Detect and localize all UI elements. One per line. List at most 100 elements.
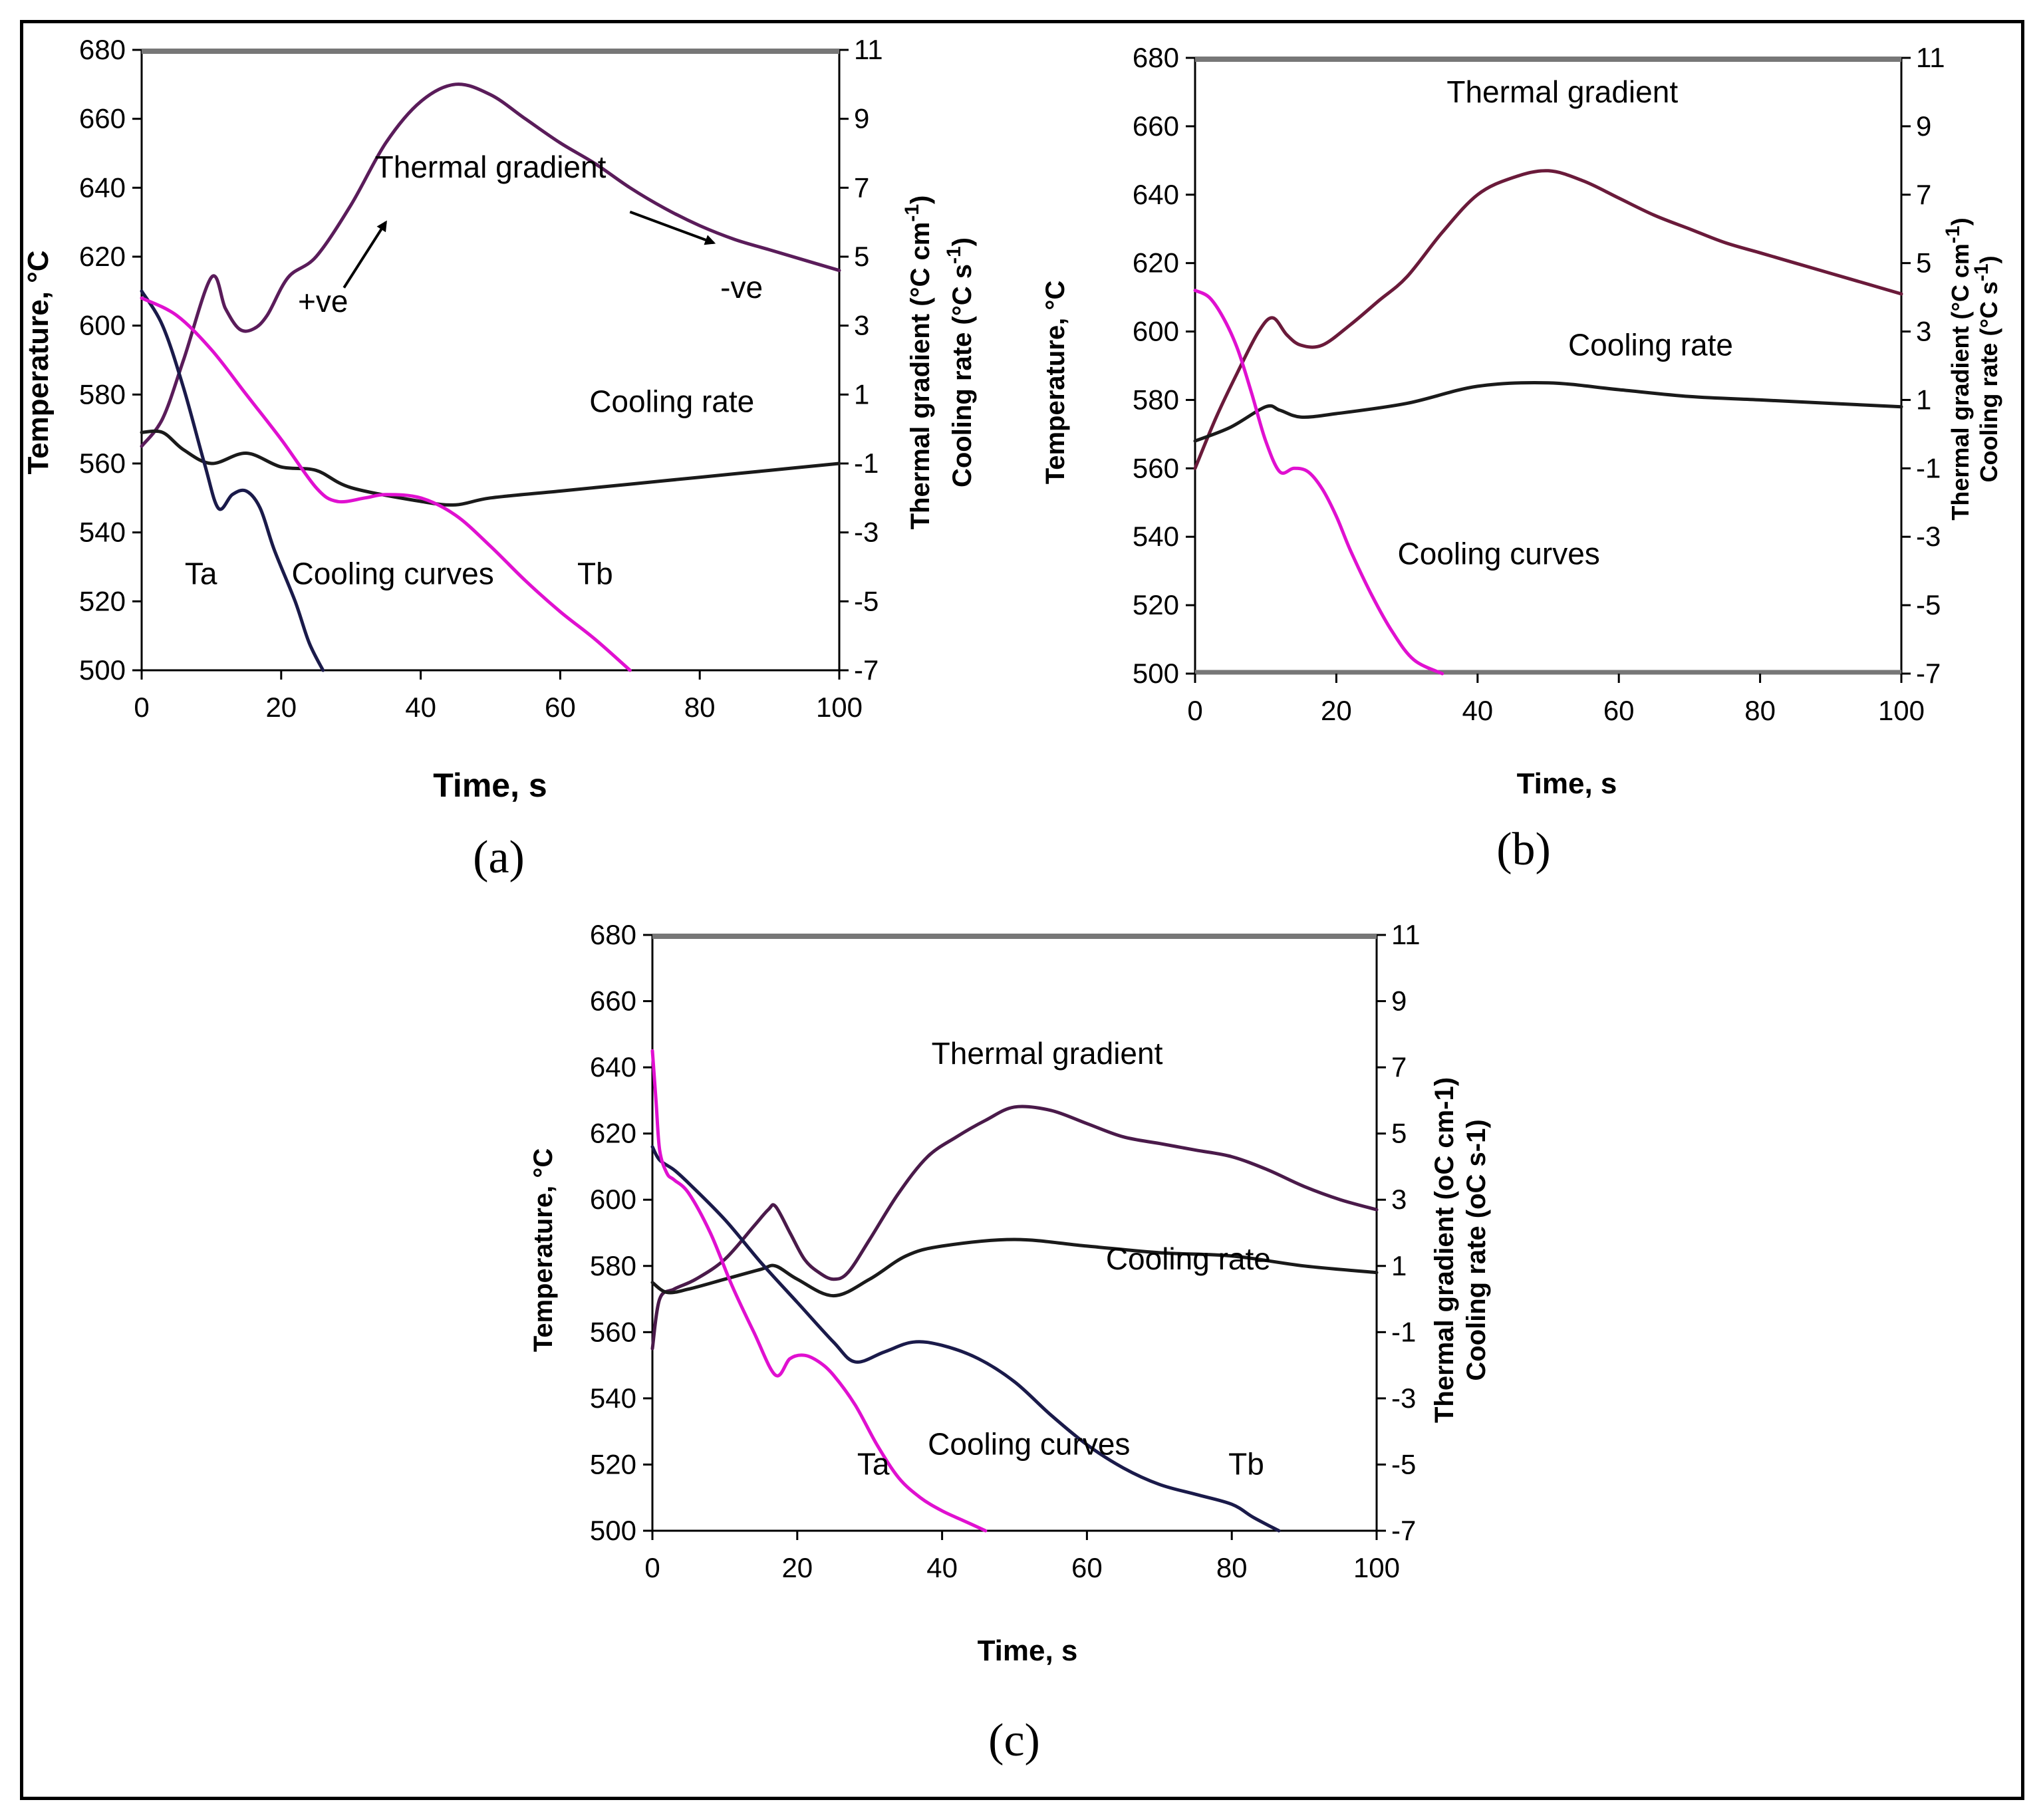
y-tick-labels: 500 520 540 560 580 600 620 640 660 680 xyxy=(79,34,142,686)
y2-tick-label: 7 xyxy=(1391,1051,1407,1083)
x-tick-label: 80 xyxy=(1216,1552,1248,1583)
series-lines xyxy=(140,82,841,672)
y-tick-label: 500 xyxy=(590,1515,636,1546)
annotations: Thermal gradient Cooling rate Cooling curv… xyxy=(1398,74,1733,571)
x-tick-label: 60 xyxy=(1603,695,1635,726)
series-line-thermal-gradient xyxy=(650,1105,1379,1351)
y-axis-title: Temperature, °C xyxy=(1041,281,1070,484)
y2-tick-label: -7 xyxy=(1391,1515,1416,1546)
annotation-label: Cooling rate xyxy=(1106,1241,1271,1276)
x-tick-label: 20 xyxy=(265,692,297,723)
x-axis-title: Time, s xyxy=(433,767,547,804)
y-tick-label: 560 xyxy=(79,448,126,479)
y-tick-label: 600 xyxy=(1133,316,1179,347)
series-lines xyxy=(650,1049,1379,1533)
panel-label: (c) xyxy=(988,1715,1040,1766)
y2-tick-label: 5 xyxy=(854,241,869,272)
y2-tick-label: -7 xyxy=(1916,658,1941,689)
y2-tick-label: 3 xyxy=(854,310,869,341)
y-tick-label: 520 xyxy=(1133,589,1179,620)
y-tick-label: 640 xyxy=(1133,179,1179,210)
annotation-label: Cooling curves xyxy=(292,556,494,590)
annotation-label: Cooling rate xyxy=(589,384,754,418)
x-tick-label: 100 xyxy=(816,692,863,723)
y-tick-label: 660 xyxy=(590,985,636,1017)
y-tick-label: 580 xyxy=(79,378,126,410)
annotation-label: Ta xyxy=(185,556,217,590)
x-tick-label: 0 xyxy=(644,1552,660,1583)
y-tick-label: 500 xyxy=(1133,658,1179,689)
x-tick-label: 100 xyxy=(1878,695,1925,726)
y-axis-title: Temperature, °C xyxy=(22,250,55,474)
y-tick-label: 620 xyxy=(590,1118,636,1149)
annotation-arrow xyxy=(342,220,387,289)
series-line-cooling-rate xyxy=(650,1237,1379,1298)
x-tick-label: 60 xyxy=(1071,1552,1103,1583)
y2-tick-label: -5 xyxy=(854,585,879,616)
y2-tick-labels: -7 -5 -3 -1 1 3 5 7 9 11 xyxy=(1377,919,1421,1546)
y-tick-label: 640 xyxy=(590,1051,636,1083)
y2-tick-label: 5 xyxy=(1391,1118,1407,1149)
y-tick-label: 520 xyxy=(590,1448,636,1480)
x-tick-label: 20 xyxy=(781,1552,813,1583)
chart-b: 0 20 40 60 80 100 500 520 540 560 580 600 620 640 660… xyxy=(1041,42,2002,875)
x-tick-label: 60 xyxy=(545,692,576,723)
y2-tick-label: 11 xyxy=(1916,42,1945,73)
y2-tick-label: 9 xyxy=(854,103,869,134)
series-line-cooling-rate xyxy=(140,429,841,507)
panel-label: (a) xyxy=(473,832,525,883)
y2-axis-title-cooling: Cooling rate (oC s-1) xyxy=(1462,1119,1491,1380)
annotation-label: Thermal gradient xyxy=(1446,74,1678,109)
y2-axis-title-cooling: Cooling rate (°C s-1) xyxy=(943,237,977,487)
panel-label: (b) xyxy=(1496,824,1551,875)
y2-axis-title-thermal: Thermal gradient (oC cm-1) xyxy=(1430,1077,1459,1423)
y2-tick-label: 3 xyxy=(1391,1184,1407,1215)
x-tick-label: 40 xyxy=(1462,695,1493,726)
annotation-label: Cooling curves xyxy=(1398,536,1600,571)
y-tick-label: 540 xyxy=(1133,521,1179,552)
x-tick-labels: 0 20 40 60 80 100 xyxy=(644,1531,1400,1583)
y2-tick-label: -3 xyxy=(1391,1382,1416,1414)
series-line-tb xyxy=(1193,289,1444,676)
series-line-thermal-gradient xyxy=(140,82,841,448)
y2-tick-label: -1 xyxy=(1391,1316,1416,1347)
y-tick-labels: 500 520 540 560 580 600 620 640 660 680 xyxy=(590,919,652,1546)
y-tick-label: 520 xyxy=(79,585,126,616)
series-line-thermal-gradient xyxy=(1193,169,1903,470)
y-tick-label: 640 xyxy=(79,172,126,203)
x-tick-label: 40 xyxy=(926,1552,958,1583)
y2-tick-label: 1 xyxy=(1916,384,1931,415)
x-tick-label: 0 xyxy=(1187,695,1202,726)
y2-tick-label: 11 xyxy=(1391,919,1421,950)
y2-axis-title-thermal: Thermal gradient (°C cm-1) xyxy=(901,195,935,530)
x-tick-labels: 0 20 40 60 80 100 xyxy=(1187,674,1925,726)
y2-tick-label: -3 xyxy=(1916,521,1941,552)
x-tick-label: 40 xyxy=(405,692,436,723)
y-tick-label: 580 xyxy=(1133,384,1179,415)
y2-tick-label: 11 xyxy=(854,34,883,65)
annotation-label: Ta xyxy=(857,1446,890,1481)
y2-tick-label: -5 xyxy=(1916,589,1941,620)
y2-tick-labels: -7 -5 -3 -1 1 3 5 7 9 11 xyxy=(839,34,883,686)
chart-a: 0 20 40 60 80 100 500 520 540 560 580 600 620 640 660… xyxy=(22,34,977,883)
series-line-ta xyxy=(140,289,325,672)
y2-tick-label: 7 xyxy=(1916,179,1931,210)
y-tick-labels: 500 520 540 560 580 600 620 640 660 680 xyxy=(1133,42,1195,689)
y2-tick-label: 9 xyxy=(1916,110,1931,142)
y2-tick-label: 7 xyxy=(854,172,869,203)
series-line-tb xyxy=(140,296,632,672)
y2-tick-label: 3 xyxy=(1916,316,1931,347)
x-tick-label: 80 xyxy=(684,692,716,723)
series-line-ta xyxy=(650,1049,988,1533)
y-axis-title: Temperature, °C xyxy=(529,1148,558,1352)
x-axis-title: Time, s xyxy=(1517,767,1617,800)
x-tick-label: 20 xyxy=(1321,695,1352,726)
y-tick-label: 580 xyxy=(590,1250,636,1281)
y-tick-label: 620 xyxy=(79,241,126,272)
annotation-arrow xyxy=(629,210,716,245)
y2-tick-label: 1 xyxy=(854,378,869,410)
annotation-label: Thermal gradient xyxy=(375,150,607,184)
y-tick-label: 600 xyxy=(590,1184,636,1215)
y2-tick-label: 1 xyxy=(1391,1250,1407,1281)
